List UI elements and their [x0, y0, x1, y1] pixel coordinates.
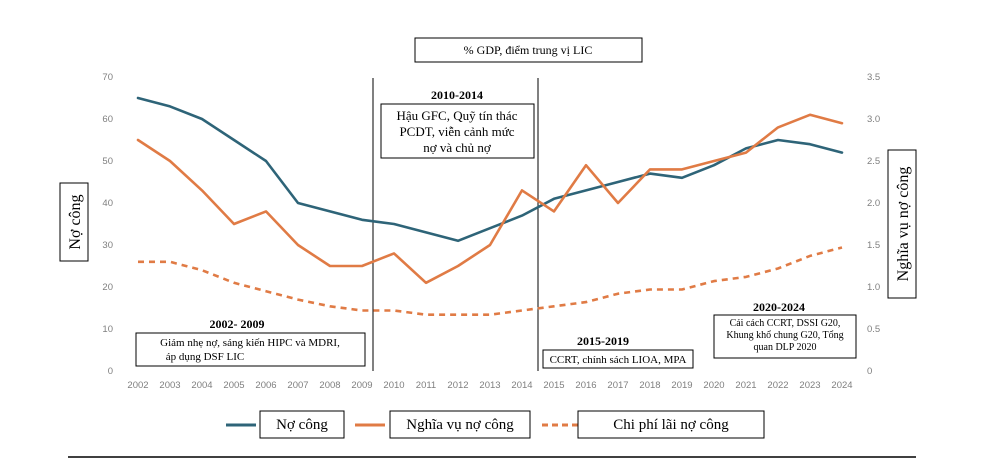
y-tick-label: 60 [102, 114, 113, 125]
period-heading: 2002- 2009 [210, 317, 265, 331]
x-tick-label: 2022 [767, 380, 788, 391]
x-tick-label: 2011 [416, 380, 436, 391]
legend-box [389, 410, 531, 439]
series-layer [136, 96, 844, 317]
x-tick-label: 2010 [383, 380, 404, 391]
period-box [135, 332, 366, 367]
legend-label-no-cong: Nợ công [276, 417, 328, 433]
x-axis: 2002 2003 2004 2005 2006 2007 2008 2009 2010 2011… [127, 380, 852, 391]
legend-box [259, 410, 345, 439]
x-tick-label: 2003 [159, 380, 180, 391]
y2-tick-label: 1.5 [867, 240, 880, 251]
x-tick-label: 2016 [575, 380, 596, 391]
y2-tick-label: 3.0 [867, 114, 880, 125]
y-axis-title: Nợ công [67, 194, 84, 249]
legend-box [577, 410, 765, 439]
y2-axis-title-box [887, 149, 917, 299]
chart-title-box [414, 37, 643, 63]
period-text-line: CCRT, chính sách LIOA, MPA [550, 354, 687, 366]
x-tick-label: 2017 [607, 380, 628, 391]
legend: Nợ công Nghĩa vụ nợ công Chi phí lãi nợ … [226, 410, 765, 439]
period-text-line: Hậu GFC, Quỹ tín thác [397, 108, 518, 123]
x-tick-label: 2023 [799, 380, 820, 391]
x-tick-label: 2009 [351, 380, 372, 391]
y-tick-label: 0 [108, 366, 113, 377]
period-box [713, 314, 857, 359]
y-axis-right: 0 0.5 1.0 1.5 2.0 2.5 3.0 3.5 [867, 72, 880, 377]
y2-tick-label: 2.0 [867, 198, 880, 209]
period-text-line: Cải cách CCRT, DSSI G20, [730, 318, 841, 329]
y-tick-label: 20 [102, 282, 113, 293]
y-axis-left: 0 10 20 30 40 50 60 70 [102, 72, 113, 377]
y-tick-label: 10 [102, 324, 113, 335]
period-annotation-2015-2019: 2015-2019 CCRT, chính sách LIOA, MPA [542, 334, 694, 369]
x-tick-label: 2002 [127, 380, 148, 391]
y2-tick-label: 0.5 [867, 324, 880, 335]
x-tick-label: 2024 [831, 380, 852, 391]
x-tick-label: 2015 [543, 380, 564, 391]
x-tick-label: 2013 [479, 380, 500, 391]
x-tick-label: 2019 [671, 380, 692, 391]
period-text-line: áp dụng DSF LIC [166, 351, 245, 363]
y2-tick-label: 1.0 [867, 282, 880, 293]
y-tick-label: 30 [102, 240, 113, 251]
period-text-line: Khung khổ chung G20, Tổng [726, 330, 843, 341]
period-annotation-2020-2024: 2020-2024 Cải cách CCRT, DSSI G20, Khung… [713, 300, 857, 359]
period-annotation-2010-2014: 2010-2014 Hậu GFC, Quỹ tín thác PCDT, vi… [380, 88, 535, 159]
period-text-line: Giảm nhẹ nợ, sáng kiến HIPC và MDRI, [160, 337, 340, 349]
y-tick-label: 40 [102, 198, 113, 209]
x-tick-label: 2014 [511, 380, 532, 391]
x-tick-label: 2007 [287, 380, 308, 391]
legend-label-chi-phi-lai: Chi phí lãi nợ công [613, 417, 729, 433]
y-tick-label: 70 [102, 72, 113, 83]
x-tick-label: 2012 [447, 380, 468, 391]
y2-tick-label: 3.5 [867, 72, 880, 83]
y-axis-title-box [59, 182, 89, 262]
x-tick-label: 2020 [703, 380, 724, 391]
y-tick-label: 50 [102, 156, 113, 167]
x-tick-label: 2004 [191, 380, 212, 391]
period-box [380, 103, 535, 159]
series-line-2 [138, 246, 843, 317]
period-text-line: PCDT, viễn cảnh mức [399, 124, 514, 139]
legend-label-nghia-vu: Nghĩa vụ nợ công [406, 417, 514, 433]
period-text-line: quan DLP 2020 [754, 342, 817, 353]
period-heading: 2010-2014 [431, 88, 483, 102]
period-heading: 2015-2019 [577, 334, 629, 348]
y2-axis-title: Nghĩa vụ nợ công [895, 167, 912, 282]
chart-title: % GDP, điểm trung vị LIC [464, 43, 593, 57]
y2-tick-label: 2.5 [867, 156, 880, 167]
x-tick-label: 2021 [735, 380, 756, 391]
period-box [542, 349, 694, 369]
x-tick-label: 2018 [639, 380, 660, 391]
period-text-line: nợ và chủ nợ [423, 140, 492, 155]
y2-tick-label: 0 [867, 366, 872, 377]
x-tick-label: 2008 [319, 380, 340, 391]
period-heading: 2020-2024 [753, 300, 805, 314]
period-annotation-2002-2009: 2002- 2009 Giảm nhẹ nợ, sáng kiến HIPC v… [135, 317, 366, 367]
x-tick-label: 2006 [255, 380, 276, 391]
x-tick-label: 2005 [223, 380, 244, 391]
